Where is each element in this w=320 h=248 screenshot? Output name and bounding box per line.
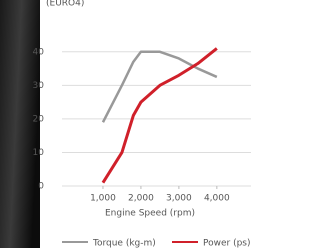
y-tick-label: 30 xyxy=(33,81,45,91)
x-tick-label: 3,000 xyxy=(166,194,192,204)
y-tick-label: 10 xyxy=(33,148,45,158)
x-tick-label: 4,000 xyxy=(204,194,230,204)
x-axis-label: Engine Speed (rpm) xyxy=(105,209,195,219)
legend-label: Power (ps) xyxy=(203,239,251,248)
y-tick-label: 0 xyxy=(38,182,44,192)
y-tick-label: 20 xyxy=(33,114,45,124)
chart: (EURO4) Engine Speed (rpm) 0 10 20 30 40 1,00… xyxy=(0,0,251,248)
legend-label: Torque (kg-m) xyxy=(92,239,156,248)
chart-title: (EURO4) xyxy=(46,0,84,9)
x-tick-label: 2,000 xyxy=(128,194,154,204)
y-tick-label: 40 xyxy=(33,47,45,57)
x-tick-label: 1,000 xyxy=(90,194,116,204)
page: {"chart_data": {"type": "line", "title":… xyxy=(0,0,251,248)
